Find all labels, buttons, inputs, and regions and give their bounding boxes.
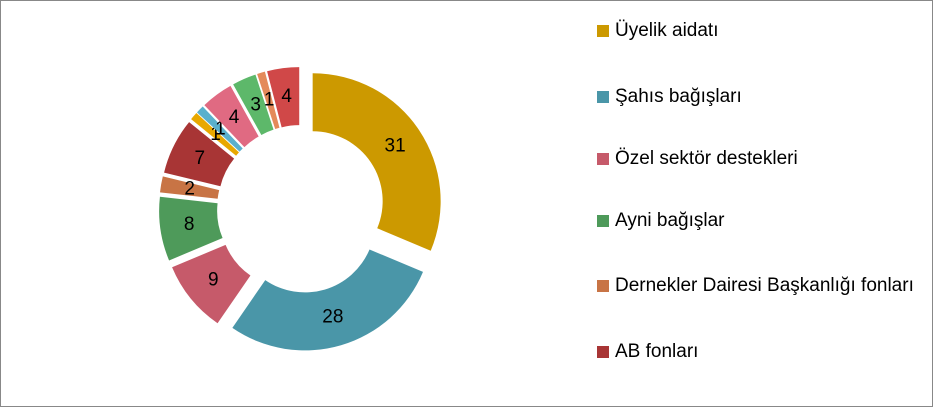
legend-item: Özel sektör destekleri (597, 145, 927, 173)
legend-item: AB fonları (597, 338, 927, 366)
data-label: 4 (229, 107, 240, 128)
legend-item: Dernekler Dairesi Başkanlığı fonları (597, 272, 927, 300)
data-label: 1 (210, 124, 221, 145)
data-label: 1 (215, 119, 226, 140)
slice (267, 67, 300, 128)
slice (164, 122, 235, 187)
legend-swatch (597, 25, 609, 37)
slice (159, 196, 223, 261)
legend-swatch (597, 215, 609, 227)
data-label: 28 (322, 306, 343, 327)
legend-swatch (597, 91, 609, 103)
slice (196, 106, 243, 152)
slice (233, 74, 274, 136)
legend-swatch (597, 153, 609, 165)
data-label: 3 (250, 94, 261, 115)
data-label: 7 (194, 148, 205, 169)
data-label: 31 (385, 135, 406, 156)
legend-label: Dernekler Dairesi Başkanlığı fonları (615, 275, 914, 296)
slice (191, 112, 239, 156)
legend-label: Üyelik aidatı (615, 20, 719, 41)
legend-label: Özel sektör destekleri (615, 148, 798, 169)
slice (232, 249, 424, 351)
legend-swatch (597, 346, 609, 358)
slice (312, 73, 441, 251)
legend-item: Ayni bağışlar (597, 207, 927, 235)
slice (160, 176, 220, 199)
data-label: 9 (208, 269, 219, 290)
slice (172, 244, 251, 324)
data-label: 1 (264, 90, 275, 111)
legend-label: Şahıs bağışları (615, 86, 742, 107)
data-label: 8 (184, 214, 195, 235)
data-label: 4 (281, 86, 292, 107)
legend-swatch (597, 280, 609, 292)
legend-label: AB fonları (615, 341, 699, 362)
legend-item: Üyelik aidatı (597, 17, 927, 45)
slice (204, 85, 259, 148)
data-label: 2 (184, 178, 195, 199)
legend-item: Şahıs bağışları (597, 83, 927, 111)
legend-label: Ayni bağışlar (615, 210, 725, 231)
slice (257, 71, 280, 130)
